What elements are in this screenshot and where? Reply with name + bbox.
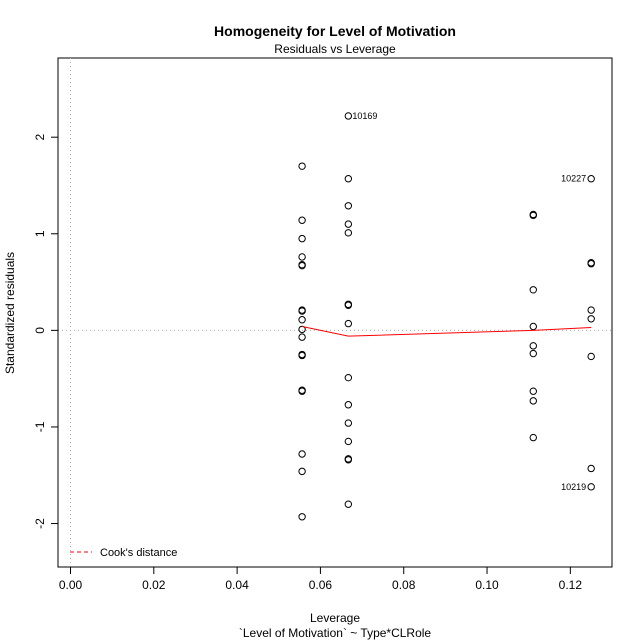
- y-tick-label: -2: [33, 518, 47, 529]
- x-tick-label: 0.04: [225, 578, 249, 592]
- y-tick-label: 1: [33, 230, 47, 237]
- data-point: [529, 387, 537, 395]
- data-point: [298, 387, 306, 395]
- data-point: [298, 162, 306, 170]
- x-tick-label: 0.08: [392, 578, 416, 592]
- data-point: [587, 260, 595, 268]
- data-point: [529, 433, 537, 442]
- x-tick-label: 0.12: [559, 578, 583, 592]
- data-point: [298, 307, 306, 315]
- y-axis-label: Standardized residuals: [3, 252, 17, 374]
- data-point: [587, 352, 595, 361]
- data-point: [529, 286, 537, 294]
- data-point: [587, 306, 595, 314]
- data-point: [298, 513, 306, 521]
- data-point: [587, 483, 595, 491]
- smoother-line: [301, 326, 592, 337]
- x-tick-label: 0.06: [309, 578, 333, 592]
- data-point: [344, 500, 353, 508]
- legend-label: Cook's distance: [100, 547, 177, 559]
- chart-title: Homogeneity for Level of Motivation: [214, 23, 456, 39]
- data-point: [529, 397, 537, 405]
- data-point: [344, 202, 353, 210]
- data-point: [344, 220, 353, 228]
- data-point: [587, 464, 595, 473]
- data-point: [344, 229, 353, 237]
- data-point: [298, 467, 306, 476]
- data-point: [298, 325, 306, 334]
- data-point: [298, 351, 306, 360]
- data-point: [344, 301, 353, 309]
- x-tick-label: 0.00: [59, 578, 83, 592]
- data-point: [298, 261, 306, 270]
- data-point: [298, 316, 306, 324]
- x-tick-label: 0.10: [475, 578, 499, 592]
- data-point: [529, 342, 537, 350]
- chart-subtitle: Residuals vs Leverage: [274, 42, 396, 56]
- data-point: [344, 419, 353, 427]
- data-point: [344, 401, 353, 409]
- plot-frame: [57, 57, 613, 568]
- x-tick-label: 0.02: [142, 578, 166, 592]
- x-axis-sublabel: `Level of Motivation` ~ Type*CLRole: [239, 626, 432, 640]
- data-point: [298, 253, 306, 261]
- data-point: [344, 373, 353, 382]
- x-axis-label: Leverage: [310, 611, 360, 625]
- data-point: [529, 349, 537, 358]
- data-point: [344, 112, 353, 120]
- y-tick-label: -1: [33, 421, 47, 432]
- point-label: 10227: [561, 174, 586, 184]
- point-label: 10169: [352, 111, 377, 121]
- data-point: [298, 450, 306, 458]
- data-point: [344, 175, 353, 183]
- y-tick-label: 0: [33, 327, 47, 334]
- data-point: [344, 319, 353, 328]
- data-point: [344, 456, 353, 464]
- data-point: [529, 211, 537, 220]
- data-point: [298, 216, 306, 224]
- data-point: [298, 234, 306, 243]
- point-label: 10219: [561, 482, 586, 492]
- data-point: [529, 322, 537, 331]
- y-tick-label: 2: [33, 134, 47, 141]
- data-point: [298, 333, 306, 341]
- data-point: [344, 437, 353, 446]
- data-point: [587, 175, 595, 183]
- data-point: [587, 315, 595, 323]
